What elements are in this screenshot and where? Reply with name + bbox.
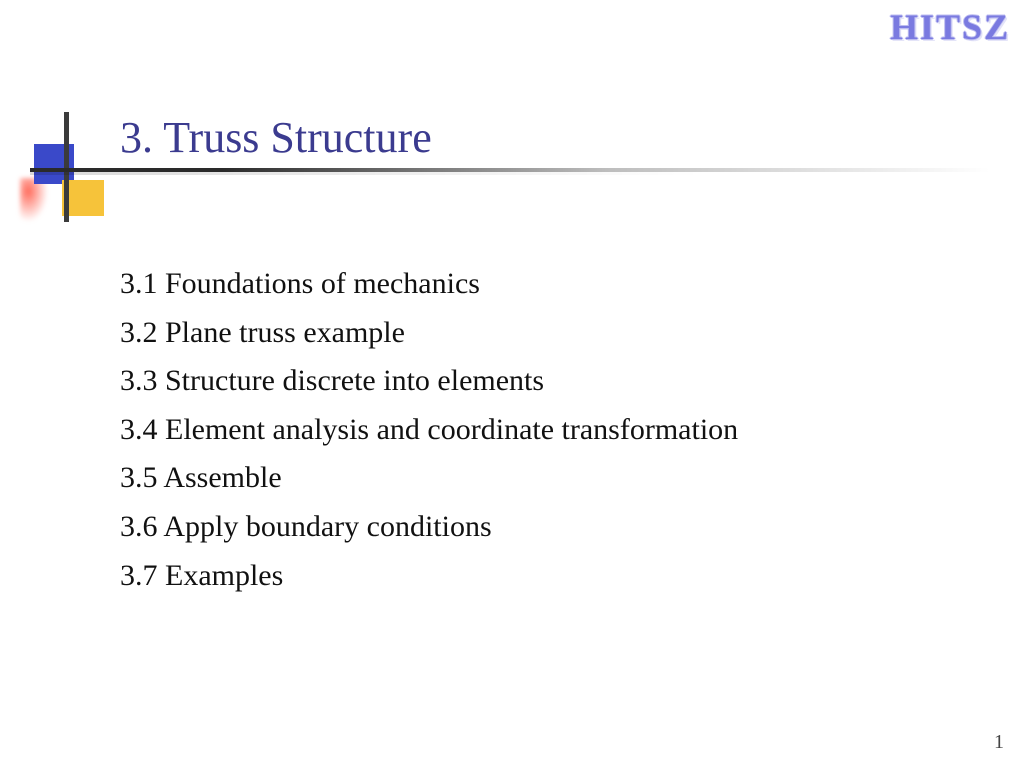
list-item: 3.4 Element analysis and coordinate tran… [120, 406, 980, 455]
decor-red-blur [20, 178, 48, 222]
institution-logo: HITSZ [890, 6, 1010, 48]
list-item: 3.3 Structure discrete into elements [120, 357, 980, 406]
list-item: 3.1 Foundations of mechanics [120, 260, 980, 309]
page-number: 1 [994, 731, 1004, 754]
list-item: 3.6 Apply boundary conditions [120, 503, 980, 552]
decor-vertical-line [64, 112, 69, 222]
title-decor [20, 130, 100, 230]
outline-list: 3.1 Foundations of mechanics 3.2 Plane t… [120, 260, 980, 600]
title-block: 3. Truss Structure [0, 110, 1024, 230]
slide-title: 3. Truss Structure [120, 112, 432, 163]
title-underline [30, 168, 990, 172]
list-item: 3.5 Assemble [120, 454, 980, 503]
list-item: 3.2 Plane truss example [120, 309, 980, 358]
list-item: 3.7 Examples [120, 552, 980, 601]
